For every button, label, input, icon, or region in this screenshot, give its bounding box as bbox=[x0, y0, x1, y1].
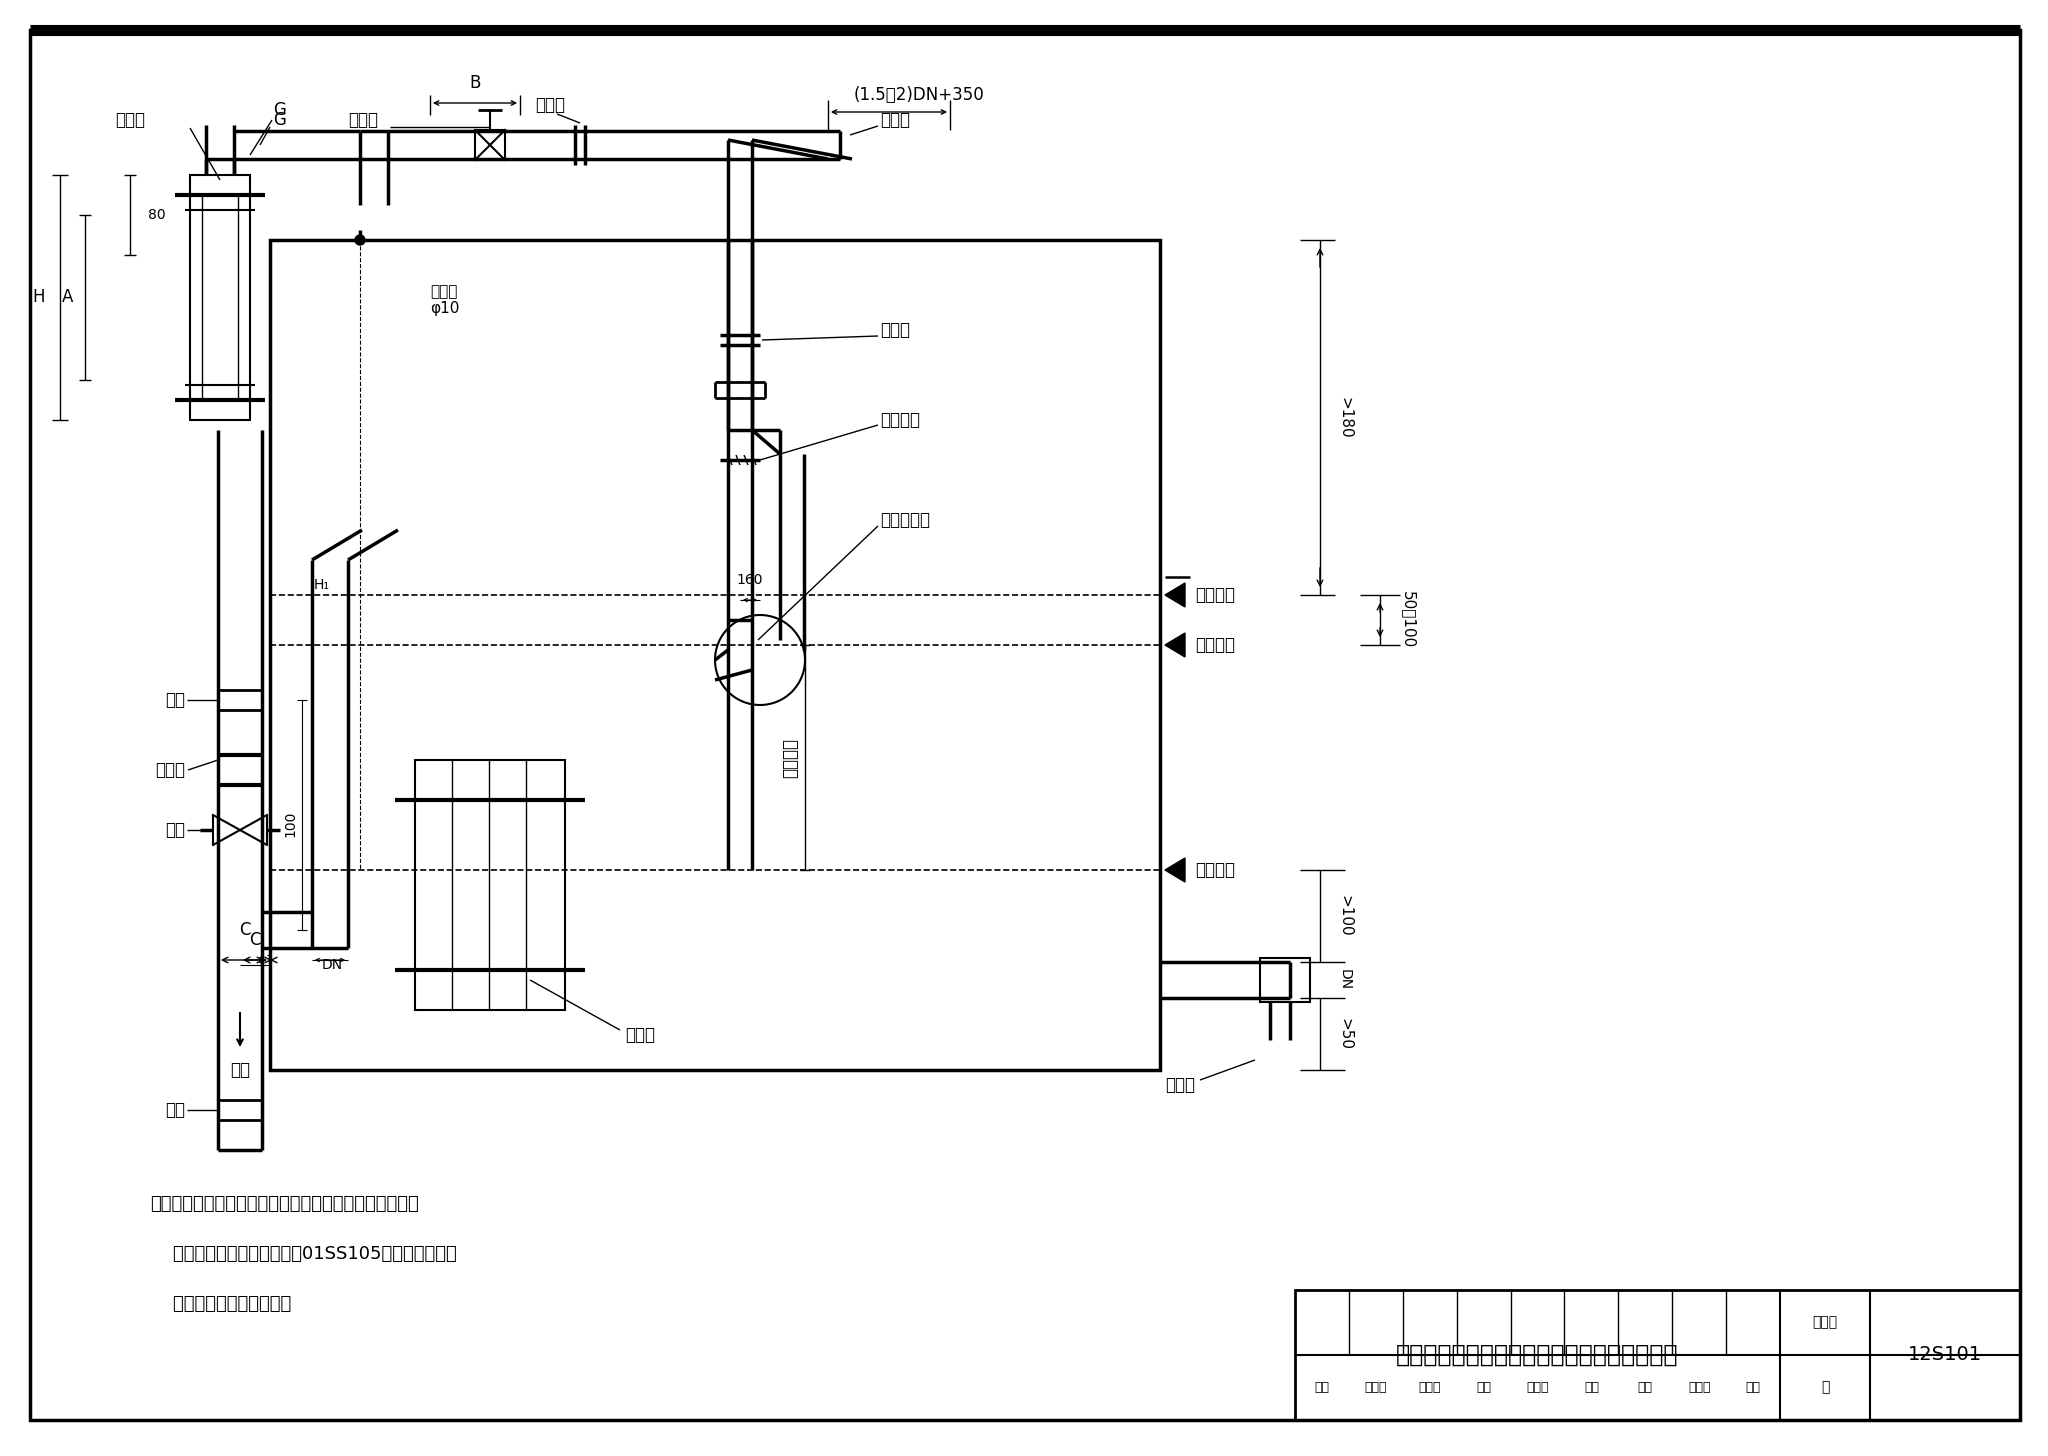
Text: 液压阀: 液压阀 bbox=[115, 111, 145, 130]
Polygon shape bbox=[1165, 633, 1186, 657]
Text: 透气孔
φ10: 透气孔 φ10 bbox=[430, 284, 459, 316]
Text: G: G bbox=[274, 100, 287, 119]
Text: 朱叶: 朱叶 bbox=[1745, 1380, 1761, 1393]
Bar bbox=[475, 130, 506, 160]
Text: 图集号: 图集号 bbox=[1812, 1316, 1837, 1329]
Text: 管卡: 管卡 bbox=[166, 1101, 184, 1120]
Text: 最低水位: 最低水位 bbox=[1194, 860, 1235, 879]
Text: B: B bbox=[469, 74, 481, 92]
Text: 焊接固定: 焊接固定 bbox=[881, 411, 920, 430]
Text: 截止阀: 截止阀 bbox=[348, 111, 379, 130]
Text: DN: DN bbox=[322, 958, 342, 973]
Text: 伽磁: 伽磁 bbox=[1583, 1380, 1599, 1393]
Text: 设计: 设计 bbox=[1638, 1380, 1653, 1393]
Text: 软接头: 软接头 bbox=[156, 761, 184, 779]
Text: 进水: 进水 bbox=[229, 1061, 250, 1079]
Bar bbox=[270, 240, 1159, 1070]
Text: 消能筒: 消能筒 bbox=[625, 1026, 655, 1044]
Text: >100: >100 bbox=[1337, 895, 1352, 936]
Text: DN: DN bbox=[1337, 970, 1352, 990]
Text: >180: >180 bbox=[1337, 396, 1352, 438]
Text: 出水管: 出水管 bbox=[1165, 1076, 1194, 1093]
Bar bbox=[217, 690, 262, 711]
Text: 管卡: 管卡 bbox=[166, 692, 184, 709]
Text: 活接头: 活接头 bbox=[535, 96, 565, 114]
Circle shape bbox=[354, 234, 365, 245]
Text: 校对: 校对 bbox=[1477, 1380, 1491, 1393]
Text: 最高水位: 最高水位 bbox=[1194, 636, 1235, 654]
Text: 溢流水位: 溢流水位 bbox=[1194, 585, 1235, 604]
Text: 注：本图仅为了示意水箱有效容积的计算方法，液压水位: 注：本图仅为了示意水箱有效容积的计算方法，液压水位 bbox=[150, 1195, 418, 1213]
Text: 活接头: 活接头 bbox=[881, 320, 909, 339]
Text: C: C bbox=[240, 922, 250, 939]
Text: 朱天琳: 朱天琳 bbox=[1688, 1380, 1710, 1393]
Text: 控制管: 控制管 bbox=[881, 111, 909, 130]
Text: G: G bbox=[274, 111, 287, 130]
Text: 闸阀: 闸阀 bbox=[166, 821, 184, 839]
Text: >50: >50 bbox=[1337, 1018, 1352, 1050]
Text: 50～100: 50～100 bbox=[1401, 591, 1415, 648]
Text: 80: 80 bbox=[147, 208, 166, 221]
Bar bbox=[217, 1099, 262, 1120]
Text: 页: 页 bbox=[1821, 1380, 1829, 1395]
Text: H₁: H₁ bbox=[313, 578, 330, 593]
Bar bbox=[203, 195, 238, 400]
Text: 160: 160 bbox=[737, 574, 764, 587]
Bar bbox=[1260, 958, 1311, 1002]
Text: 白金多: 白金多 bbox=[1419, 1380, 1442, 1393]
Text: 杨启东: 杨启东 bbox=[1526, 1380, 1548, 1393]
Polygon shape bbox=[1165, 858, 1186, 882]
Text: 及特种阀门选用安装》。: 及特种阀门选用安装》。 bbox=[150, 1294, 291, 1313]
Bar bbox=[190, 175, 250, 419]
Text: 控制阀的安装详见国标图集01SS105《常用小型仪表: 控制阀的安装详见国标图集01SS105《常用小型仪表 bbox=[150, 1245, 457, 1262]
Text: (1.5～2)DN+350: (1.5～2)DN+350 bbox=[854, 86, 985, 103]
Text: 控制浮球阀: 控制浮球阀 bbox=[881, 511, 930, 529]
Text: A: A bbox=[61, 288, 74, 307]
Text: C: C bbox=[250, 930, 260, 949]
Text: 有效容积: 有效容积 bbox=[780, 738, 799, 778]
Text: 液压式水位控制阀安装及水箱有效容积示意图: 液压式水位控制阀安装及水箱有效容积示意图 bbox=[1397, 1342, 1679, 1367]
Text: 审核: 审核 bbox=[1315, 1380, 1329, 1393]
Text: 100: 100 bbox=[283, 811, 297, 837]
Bar bbox=[416, 760, 565, 1010]
Text: 白金多: 白金多 bbox=[1364, 1380, 1386, 1393]
Text: H: H bbox=[33, 288, 45, 307]
Bar bbox=[1294, 1290, 2019, 1420]
Text: 12S101: 12S101 bbox=[1909, 1345, 1982, 1364]
Polygon shape bbox=[1165, 582, 1186, 607]
